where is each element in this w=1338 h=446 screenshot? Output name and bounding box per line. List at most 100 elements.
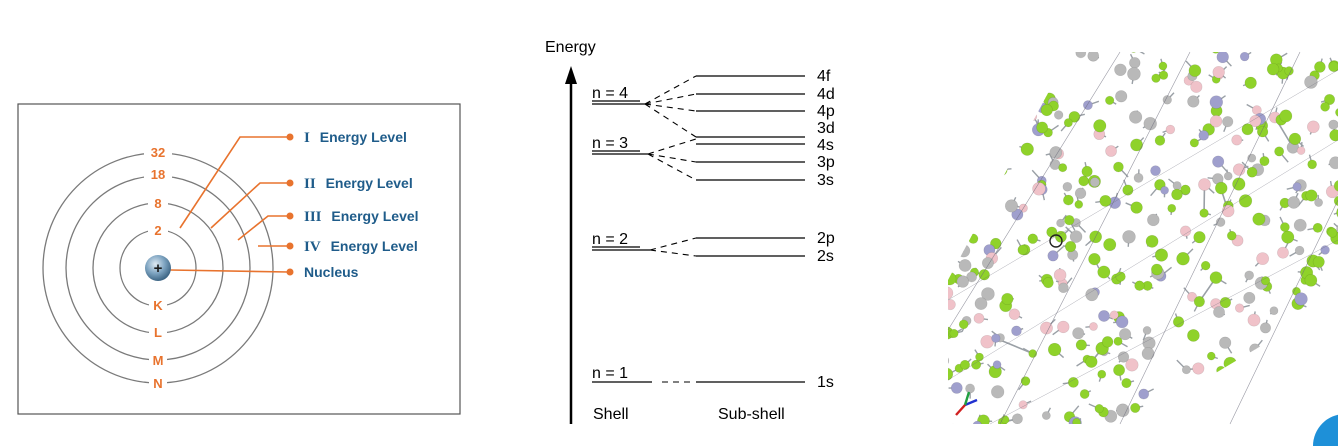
molecule-atom — [1257, 26, 1268, 37]
molecule-atom — [1053, 110, 1064, 120]
molecule-atom — [859, 328, 867, 336]
molecule-atom — [1192, 362, 1205, 375]
molecule-atom — [1215, 217, 1226, 227]
molecule-atom — [958, 259, 972, 272]
cell-cross-lines — [947, 69, 1338, 425]
molecule-atom — [862, 298, 872, 308]
molecule-bond — [1129, 21, 1130, 25]
molecule-atom — [1203, 0, 1215, 11]
molecule-atom — [1281, 230, 1295, 244]
axis-triad-icon — [955, 391, 978, 416]
molecule-bond — [1138, 20, 1141, 24]
molecule-atom — [1133, 172, 1144, 183]
molecule-atom — [1069, 230, 1083, 243]
molecule-atom — [1225, 30, 1235, 40]
shell-capacity-8: 8 — [154, 196, 161, 211]
molecule-atom — [1085, 355, 1098, 368]
leader-dot-3 — [286, 212, 294, 220]
molecule-atom — [1001, 292, 1014, 306]
molecule-atom — [1323, 93, 1336, 106]
molecule-bond — [866, 303, 867, 313]
molecule-bond — [929, 201, 934, 211]
molecule-atom — [1081, 165, 1093, 178]
molecule-atom — [957, 244, 971, 258]
molecule-atom — [905, 243, 915, 253]
molecule-atom — [1127, 67, 1141, 81]
molecule-bond — [904, 271, 916, 272]
molecule-bond — [944, 289, 946, 293]
molecule-atom — [1028, 112, 1038, 122]
molecule-atom — [1133, 15, 1143, 25]
level-label-3: III Energy Level — [304, 208, 419, 225]
molecule-atom — [1198, 178, 1211, 191]
molecule-atom — [988, 428, 999, 439]
molecule-bond — [1209, 5, 1210, 6]
molecule-atom — [1057, 320, 1070, 334]
molecule-atom — [1113, 161, 1124, 173]
subshell-label-1s: 1s — [817, 374, 834, 391]
molecule-atom — [970, 192, 983, 204]
molecule-atom — [950, 382, 963, 394]
shell-fan-n3 — [647, 138, 697, 181]
molecule-bond — [1172, 22, 1178, 27]
molecule-atom — [1141, 439, 1153, 446]
molecule-bond — [1167, 14, 1173, 19]
molecule-atom — [882, 260, 890, 268]
molecule-atom — [1328, 61, 1338, 72]
molecule-atom — [1222, 116, 1234, 128]
leader-dot-nucleus — [286, 268, 294, 276]
molecule-bond — [1261, 0, 1262, 31]
molecule-bond — [886, 322, 893, 329]
molecule-atom — [884, 282, 897, 295]
molecule-atom — [1094, 36, 1105, 47]
molecule-bond — [1318, 4, 1319, 15]
subshell-label-4s: 4s — [817, 137, 834, 154]
molecule-atom — [1304, 75, 1318, 89]
molecule-atom — [1143, 116, 1157, 131]
molecule-bond — [925, 223, 926, 233]
molecule-atom — [1154, 135, 1166, 146]
leader-level-3 — [237, 215, 288, 241]
level-numeral-3: III — [304, 209, 322, 225]
molecule-atom — [948, 299, 956, 311]
subshell-label-3s: 3s — [817, 172, 834, 189]
molecule-atom — [1146, 22, 1156, 32]
molecule-atom — [1047, 250, 1059, 262]
molecule-bond — [1155, 1, 1157, 6]
molecule-atom — [1320, 101, 1330, 112]
molecule-atom — [1028, 349, 1038, 358]
molecule-atom — [1129, 110, 1143, 124]
molecule-atom — [929, 304, 939, 314]
molecule-atom — [1115, 315, 1129, 329]
molecule-atom — [1257, 9, 1270, 22]
molecule-atom — [1172, 316, 1185, 328]
molecule-atom — [1162, 95, 1172, 105]
leader-level-2 — [210, 182, 288, 229]
molecule-atom — [1020, 142, 1034, 156]
molecule-atom — [1093, 119, 1107, 133]
molecule-atom — [1098, 310, 1110, 322]
molecule-atom — [968, 192, 978, 203]
shell-letter-n: N — [153, 376, 162, 391]
molecule-atom — [1079, 389, 1090, 399]
molecule-atom — [1312, 255, 1325, 268]
molecule-atom — [884, 285, 895, 296]
molecule-bond — [966, 188, 977, 199]
molecule-bond — [966, 433, 968, 444]
shell-fan-n2 — [649, 237, 697, 257]
molecule-atom — [1086, 429, 1097, 440]
molecule-atom — [899, 266, 910, 277]
molecule-atom — [1154, 248, 1169, 262]
molecule-atom — [917, 313, 928, 324]
molecule-atom — [1041, 411, 1051, 420]
molecule-atom — [1094, 404, 1104, 414]
molecule-atom — [1113, 336, 1123, 346]
molecule-atom — [1187, 95, 1200, 108]
molecule-atom — [1075, 339, 1087, 351]
letter-m-bg — [149, 352, 167, 368]
molecule-atom — [1072, 327, 1085, 340]
cap-8-bg — [148, 195, 168, 211]
molecule-bond — [1203, 386, 1209, 392]
molecule-atom — [1284, 66, 1294, 76]
molecule-atom — [1008, 308, 1021, 320]
